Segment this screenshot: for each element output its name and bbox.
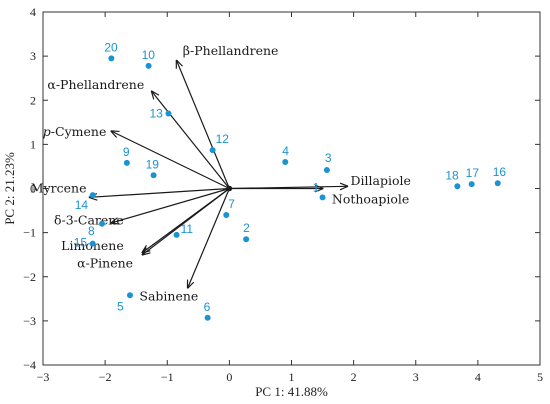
point-label: 9 [123,145,130,159]
score-point [204,314,211,321]
x-tick-label: 2 [351,370,357,384]
origin-point [226,185,233,192]
x-tick-label: 4 [475,370,481,384]
x-axis-label: PC 1: 41.88% [255,384,328,399]
point-label: 13 [149,106,163,120]
y-tick-label: 3 [30,49,36,63]
loading-arrow [111,131,230,190]
point-label: 3 [325,151,332,165]
score-point [123,159,130,166]
score-point [494,180,501,187]
point-label: 6 [204,300,211,314]
score-point [108,55,115,62]
y-tick-label: −3 [23,314,36,328]
loading-label: Nothoapiole [332,192,409,207]
y-tick-label: 0 [30,182,36,196]
point-label: 2 [243,221,250,235]
x-tick-label: 5 [537,370,543,384]
loading-arrow [152,91,230,189]
point-label: 4 [282,144,289,158]
score-point [145,62,152,69]
y-tick-label: 1 [30,137,36,151]
score-point [165,110,172,117]
point-label: 1 [313,180,320,194]
loading-vectors: β-Phellandrene α-Phellandrene p-Cymene Myrc… [31,43,411,304]
point-label: 20 [104,40,118,54]
loading-arrow [177,61,230,189]
loading-arrow [188,188,230,288]
score-point [223,211,230,218]
x-tick-label: 3 [413,370,419,384]
score-point [126,292,133,299]
point-label: 14 [75,198,89,212]
score-point [243,236,250,243]
score-point [89,240,96,247]
score-point [468,181,475,188]
score-point [323,166,330,173]
loading-arrow [90,187,230,198]
point-label: 19 [146,157,160,171]
loading-label: Dillapiole [351,173,411,188]
point-label: 7 [228,197,235,211]
x-tick-label: 1 [289,370,295,384]
score-point [99,220,106,227]
y-tick-label: 2 [30,93,36,107]
score-point [209,147,216,154]
point-label: 10 [142,48,156,62]
point-label: 15 [74,236,88,250]
point-label: 8 [88,224,95,238]
score-point [454,183,461,190]
score-point [282,159,289,166]
y-tick-label: −1 [23,226,36,240]
score-point [173,231,180,238]
point-label: 12 [216,132,230,146]
x-tick-label: −2 [99,370,112,384]
loading-label: Myrcene [31,181,87,196]
y-tick-label: 4 [30,5,36,19]
y-tick-label: −2 [23,270,36,284]
loading-arrow [111,187,230,223]
point-label: 17 [466,166,480,180]
point-label: 18 [445,168,459,182]
loading-label: Sabinene [139,289,198,304]
y-tick-label: −4 [23,358,36,372]
y-axis-label: PC 2: 21.23% [2,152,17,225]
loading-label: p-Cymene [43,124,107,139]
score-point [150,172,157,179]
point-label: 16 [493,165,507,179]
loading-label: α-Phellandrene [47,77,144,92]
loading-label: δ-3-Carene [54,213,124,228]
loading-arrow [142,188,230,255]
point-label: 11 [181,222,194,236]
x-tick-label: −1 [161,370,174,384]
loading-label: β-Phellandrene [183,43,279,58]
point-label: 5 [117,299,124,313]
x-tick-label: −3 [37,370,50,384]
score-point [319,194,326,201]
x-tick-label: 0 [226,370,232,384]
score-point [89,192,96,199]
loading-label: α-Pinene [77,256,133,271]
